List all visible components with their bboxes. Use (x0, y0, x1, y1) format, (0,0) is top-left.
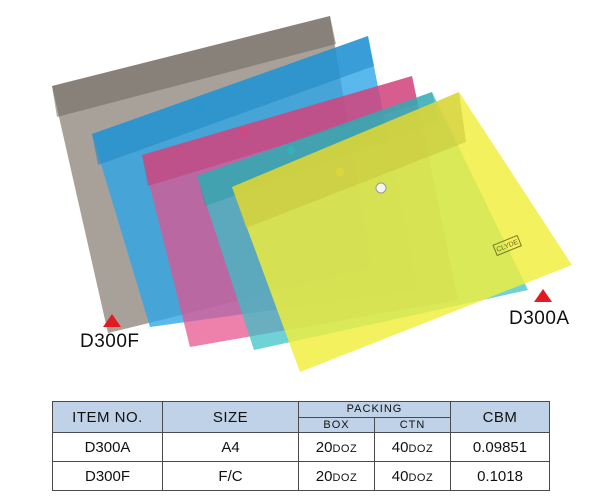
cell-size: A4 (162, 432, 299, 462)
table-row: D300A A4 20DOZ 40DOZ 0.09851 (52, 432, 551, 462)
spec-table: ITEM NO. SIZE PACKING CBM BOX CTN D300A … (52, 401, 551, 491)
brand-tag-box (492, 234, 522, 257)
folder-yellow: CLYDE (232, 92, 572, 372)
cell-cbm: 0.1018 (450, 461, 551, 491)
marker-right-icon (534, 289, 552, 302)
header-box: BOX (298, 416, 375, 433)
header-ctn: CTN (373, 416, 452, 433)
folder-illustration: CLYDE (52, 16, 572, 372)
cell-cbm: 0.09851 (450, 432, 551, 462)
cell-item: D300F (52, 461, 163, 491)
cell-box: 20DOZ (298, 432, 375, 462)
header-item: ITEM NO. (52, 401, 163, 433)
cell-box: 20DOZ (298, 461, 375, 491)
cell-ctn: 40DOZ (373, 432, 452, 462)
header-cbm: CBM (450, 401, 551, 433)
header-size: SIZE (162, 401, 299, 433)
marker-left-icon (103, 314, 121, 327)
folder-yellow-button (375, 182, 387, 194)
folder-blue-flap (92, 36, 374, 165)
folder-grey-flap (52, 16, 336, 117)
table-row: D300F F/C 20DOZ 40DOZ 0.1018 (52, 461, 551, 491)
box-qty: 20 (315, 467, 333, 485)
box-qty: 20 (315, 438, 333, 456)
cell-size: F/C (162, 461, 299, 491)
ctn-unit: DOZ (408, 442, 434, 455)
label-d300a: D300A (509, 308, 570, 329)
box-unit: DOZ (332, 442, 358, 455)
ctn-qty: 40 (391, 467, 409, 485)
box-unit: DOZ (332, 471, 358, 484)
ctn-qty: 40 (391, 438, 409, 456)
ctn-unit: DOZ (408, 471, 434, 484)
cell-item: D300A (52, 432, 163, 462)
folder-yellow-flap (232, 92, 466, 228)
label-d300f: D300F (80, 331, 140, 352)
cell-ctn: 40DOZ (373, 461, 452, 491)
header-packing: PACKING (297, 401, 452, 418)
folder-pink-flap (142, 76, 418, 186)
